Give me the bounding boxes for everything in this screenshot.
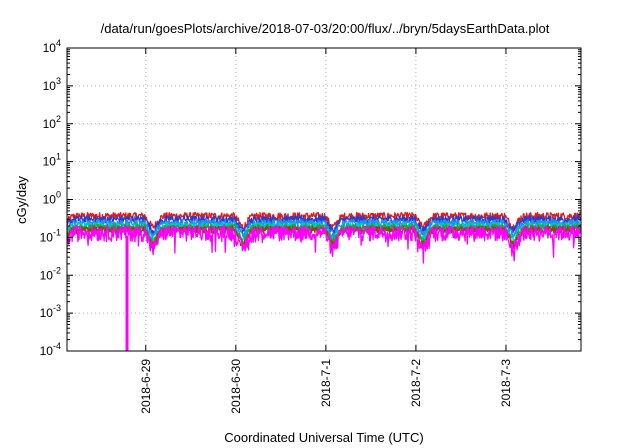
y-axis: 104 103 102 101 100 10-1 10-2 10-3 10-4 <box>40 38 581 358</box>
y-tick-label: 100 <box>43 190 61 207</box>
y-tick-label: 10-2 <box>40 265 61 282</box>
x-axis: 2018-6-29 2018-6-30 2018-7-1 2018-7-2 2018-7… <box>139 48 513 414</box>
x-tick-label: 2018-7-2 <box>409 359 423 407</box>
y-tick-label: 101 <box>43 152 61 169</box>
series-line <box>66 225 582 264</box>
x-tick-label: 2018-6-30 <box>229 359 243 414</box>
y-tick-label: 103 <box>43 76 61 93</box>
y-tick-label: 104 <box>43 38 61 55</box>
y-tick-label: 10-3 <box>40 303 61 320</box>
x-tick-label: 2018-6-29 <box>139 359 153 414</box>
chart-title: /data/run/goesPlots/archive/2018-07-03/2… <box>101 21 550 36</box>
x-tick-label: 2018-7-3 <box>499 359 513 407</box>
y-axis-label: cGy/day <box>14 176 29 224</box>
x-tick-label: 2018-7-1 <box>319 359 333 407</box>
series-line <box>66 215 582 236</box>
grid-lines <box>67 48 581 351</box>
y-tick-label: 10-1 <box>40 227 61 244</box>
y-tick-label: 102 <box>43 114 61 131</box>
series-layer <box>66 211 582 351</box>
x-axis-label: Coordinated Universal Time (UTC) <box>224 430 423 445</box>
y-tick-label: 10-4 <box>40 341 61 358</box>
